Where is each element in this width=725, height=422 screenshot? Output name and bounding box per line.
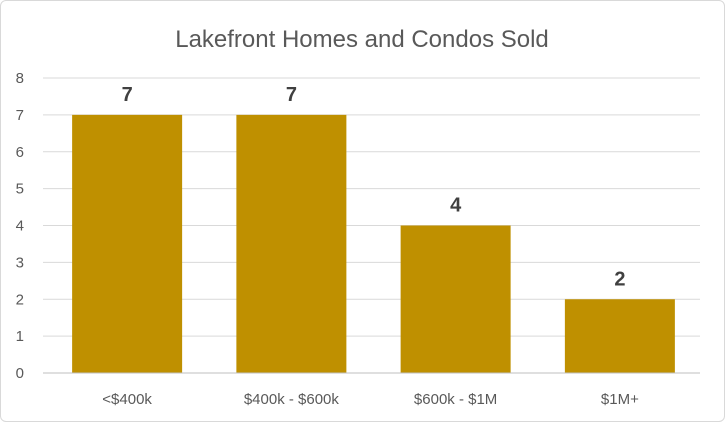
x-tick-label: $1M+ <box>601 391 639 408</box>
bar <box>564 299 675 373</box>
y-tick-label: 2 <box>16 291 24 308</box>
data-labels: 7 7 4 2 <box>122 84 626 290</box>
y-tick-label: 3 <box>16 254 24 271</box>
chart-title: Lakefront Homes and Condos Sold <box>175 26 549 53</box>
y-tick-label: 6 <box>16 144 24 161</box>
bar <box>72 114 183 373</box>
data-label: 4 <box>450 195 462 217</box>
y-tick-label: 0 <box>16 365 24 382</box>
x-axis-ticks: <$400k $400k - $600k $600k - $1M $1M+ <box>102 391 639 408</box>
data-label: 7 <box>122 84 133 106</box>
data-label: 2 <box>614 268 625 290</box>
y-axis-ticks: 0 1 2 3 4 5 6 7 8 <box>16 70 24 382</box>
data-label: 7 <box>286 84 297 106</box>
bars <box>72 114 675 373</box>
y-tick-label: 4 <box>16 218 24 235</box>
y-tick-label: 7 <box>16 107 24 124</box>
bar <box>400 225 511 373</box>
bar <box>236 114 347 373</box>
y-tick-label: 8 <box>16 70 24 87</box>
y-tick-label: 5 <box>16 181 24 198</box>
x-tick-label: <$400k <box>102 391 152 408</box>
y-tick-label: 1 <box>16 328 24 345</box>
x-tick-label: $600k - $1M <box>414 391 497 408</box>
x-tick-label: $400k - $600k <box>244 391 340 408</box>
